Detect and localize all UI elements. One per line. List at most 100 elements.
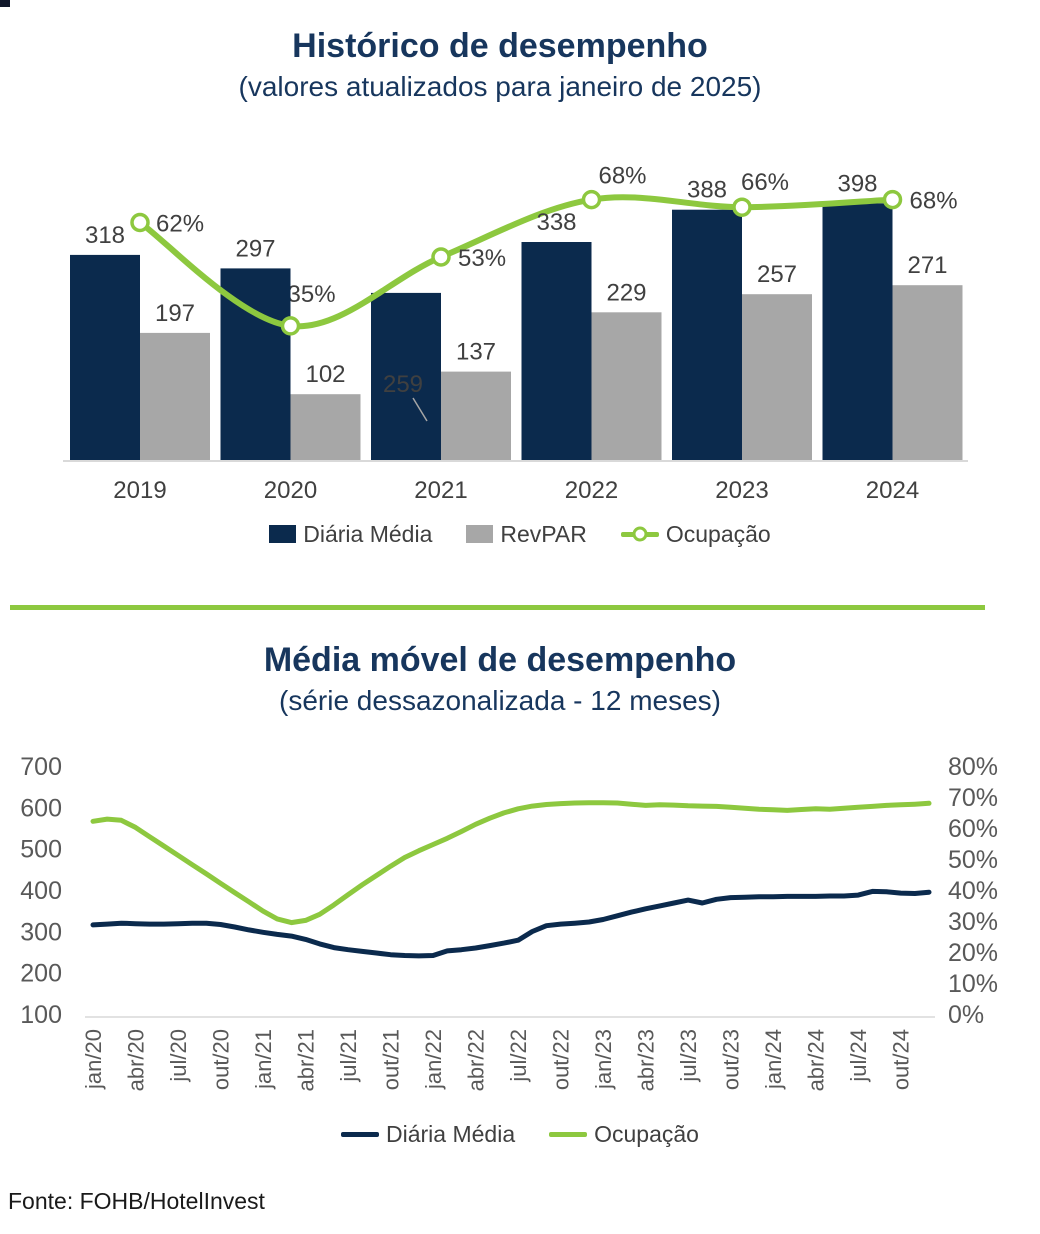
left-axis-tick-100: 100 xyxy=(20,1001,62,1029)
right-axis-tick-40%: 40% xyxy=(948,877,998,905)
diaria-media-label-2022: 338 xyxy=(536,209,576,236)
x-tick-out/23: out/23 xyxy=(719,1029,744,1090)
x-tick-jul/23: jul/23 xyxy=(676,1029,701,1083)
right-axis-tick-30%: 30% xyxy=(948,908,998,936)
ocupacao-label-2021: 53% xyxy=(458,245,506,272)
diaria-media-label-2024: 398 xyxy=(837,170,877,197)
x-tick-jan/22: jan/22 xyxy=(421,1029,446,1090)
ocupacao-label-2024: 68% xyxy=(910,188,958,215)
diaria-media-label-2021: 259 xyxy=(383,371,423,398)
ocupacao-line xyxy=(137,194,896,330)
x-tick-out/20: out/20 xyxy=(209,1029,234,1090)
ocupacao-marker-2020 xyxy=(280,316,301,336)
bar-revpar-2021 xyxy=(441,371,511,460)
legend-item-revpar: RevPAR xyxy=(466,521,587,548)
diaria-media-label-2020: 297 xyxy=(235,235,275,262)
legend-label-diaria-media-bottom: Diária Média xyxy=(386,1120,516,1147)
legend-label-ocupacao-bottom: Ocupação xyxy=(594,1120,699,1147)
x-tick-abr/21: abr/21 xyxy=(294,1029,319,1091)
legend-label-ocupacao: Ocupação xyxy=(665,520,771,547)
revpar-label-2021: 137 xyxy=(456,339,496,366)
ocupacao-label-2022: 68% xyxy=(598,163,646,190)
revpar-label-2024: 271 xyxy=(907,252,947,279)
historico-desempenho-chart: 35% 318 197 297 102 259 137 338 229 388 257 398 271 6… xyxy=(63,163,968,504)
diaria-media-line-bottom xyxy=(90,888,932,959)
year-label-2023: 2023 xyxy=(715,477,768,504)
label-leader-line xyxy=(412,397,428,422)
top-chart-title: Histórico de desempenho xyxy=(292,27,708,65)
legend-item-diaria-media-bottom: Diária Média xyxy=(341,1121,515,1148)
bottom-chart-subtitle: (série dessazonalizada - 12 meses) xyxy=(279,685,721,716)
x-tick-out/24: out/24 xyxy=(889,1029,914,1090)
diaria-media-swatch-icon xyxy=(269,525,297,543)
year-label-2019: 2019 xyxy=(113,477,166,504)
bottom-chart-legend: Diária Média Ocupação xyxy=(0,1116,1040,1152)
year-label-2024: 2024 xyxy=(866,477,919,504)
ocupacao-marker-2021 xyxy=(431,247,451,267)
bar-revpar-2019 xyxy=(140,332,210,460)
x-tick-jul/21: jul/21 xyxy=(336,1029,361,1083)
diaria-media-line-swatch-icon xyxy=(341,1131,380,1137)
top-chart-subtitle: (valores atualizados para janeiro de 202… xyxy=(238,71,762,102)
x-tick-abr/20: abr/20 xyxy=(124,1029,149,1091)
diaria-media-label-2023: 388 xyxy=(687,177,727,204)
x-tick-jul/20: jul/20 xyxy=(166,1029,191,1083)
revpar-swatch-icon xyxy=(466,525,494,543)
bar-revpar-2023 xyxy=(742,294,812,460)
bar-revpar-2024 xyxy=(892,285,963,460)
x-tick-jan/24: jan/24 xyxy=(761,1029,786,1090)
left-axis-tick-400: 400 xyxy=(20,877,62,905)
right-axis-tick-50%: 50% xyxy=(948,846,998,874)
x-tick-jan/21: jan/21 xyxy=(251,1029,276,1090)
right-axis-tick-60%: 60% xyxy=(948,815,998,843)
legend-label-diaria-media: Diária Média xyxy=(303,520,433,547)
x-tick-out/22: out/22 xyxy=(549,1029,574,1090)
bar-diaria-media-2023 xyxy=(672,209,742,460)
source-note: Fonte: FOHB/HotelInvest xyxy=(8,1188,265,1214)
x-tick-abr/22: abr/22 xyxy=(464,1029,489,1091)
section-divider xyxy=(10,605,985,610)
x-tick-abr/23: abr/23 xyxy=(634,1029,659,1091)
x-tick-jan/20: jan/20 xyxy=(81,1029,106,1090)
x-tick-jul/24: jul/24 xyxy=(846,1029,871,1083)
top-chart-header: Histórico de desempenho (valores atualiz… xyxy=(0,24,1000,106)
ocupacao-marker-2023 xyxy=(732,197,752,217)
ocupacao-marker-2024 xyxy=(882,189,903,210)
bar-diaria-media-2022 xyxy=(521,242,592,460)
diaria-media-label-2019: 318 xyxy=(85,222,125,249)
x-tick-jan/23: jan/23 xyxy=(591,1029,616,1090)
legend-item-diaria-media: Diária Média xyxy=(269,521,432,548)
left-axis-tick-600: 600 xyxy=(20,794,62,822)
ocupacao-swatch-icon xyxy=(620,526,659,542)
right-axis-tick-0%: 0% xyxy=(948,1001,984,1029)
right-axis-tick-10%: 10% xyxy=(948,970,998,998)
ocupacao-marker-2022 xyxy=(581,189,602,210)
ocupacao-marker-2019 xyxy=(130,212,150,233)
x-tick-out/21: out/21 xyxy=(379,1029,404,1090)
ocupacao-label-2023: 66% xyxy=(741,169,789,196)
legend-item-ocupacao: Ocupação xyxy=(620,520,771,548)
revpar-label-2023: 257 xyxy=(757,261,797,288)
bar-revpar-2022 xyxy=(591,312,662,460)
bar-diaria-media-2021 xyxy=(371,292,441,460)
left-axis-tick-200: 200 xyxy=(20,960,62,988)
top-chart-legend: Diária Média RevPAR Ocupação xyxy=(0,516,1040,552)
x-tick-abr/24: abr/24 xyxy=(804,1029,829,1091)
ocupacao-line-bottom xyxy=(90,800,932,926)
bottom-chart-header: Média móvel de desempenho (série dessazo… xyxy=(0,638,1000,720)
left-axis-tick-300: 300 xyxy=(20,918,62,946)
page-corner-mark xyxy=(0,0,10,7)
ocupacao-label-2020: 35% xyxy=(288,281,336,308)
left-axis-tick-500: 500 xyxy=(20,836,62,864)
ocupacao-label-2019: 62% xyxy=(156,211,204,238)
revpar-label-2019: 197 xyxy=(155,300,195,327)
media-movel-chart: 700 600 500 400 300 200 100 80% 70% 60% 50% 40% 30% 2… xyxy=(20,753,998,1091)
right-axis-tick-80%: 80% xyxy=(948,753,998,781)
bar-diaria-media-2024 xyxy=(822,203,893,461)
year-label-2020: 2020 xyxy=(264,477,317,504)
year-label-2022: 2022 xyxy=(565,477,618,504)
right-axis-tick-20%: 20% xyxy=(948,939,998,967)
ocupacao-line-swatch-icon xyxy=(549,1131,588,1137)
left-axis-tick-700: 700 xyxy=(20,753,62,781)
